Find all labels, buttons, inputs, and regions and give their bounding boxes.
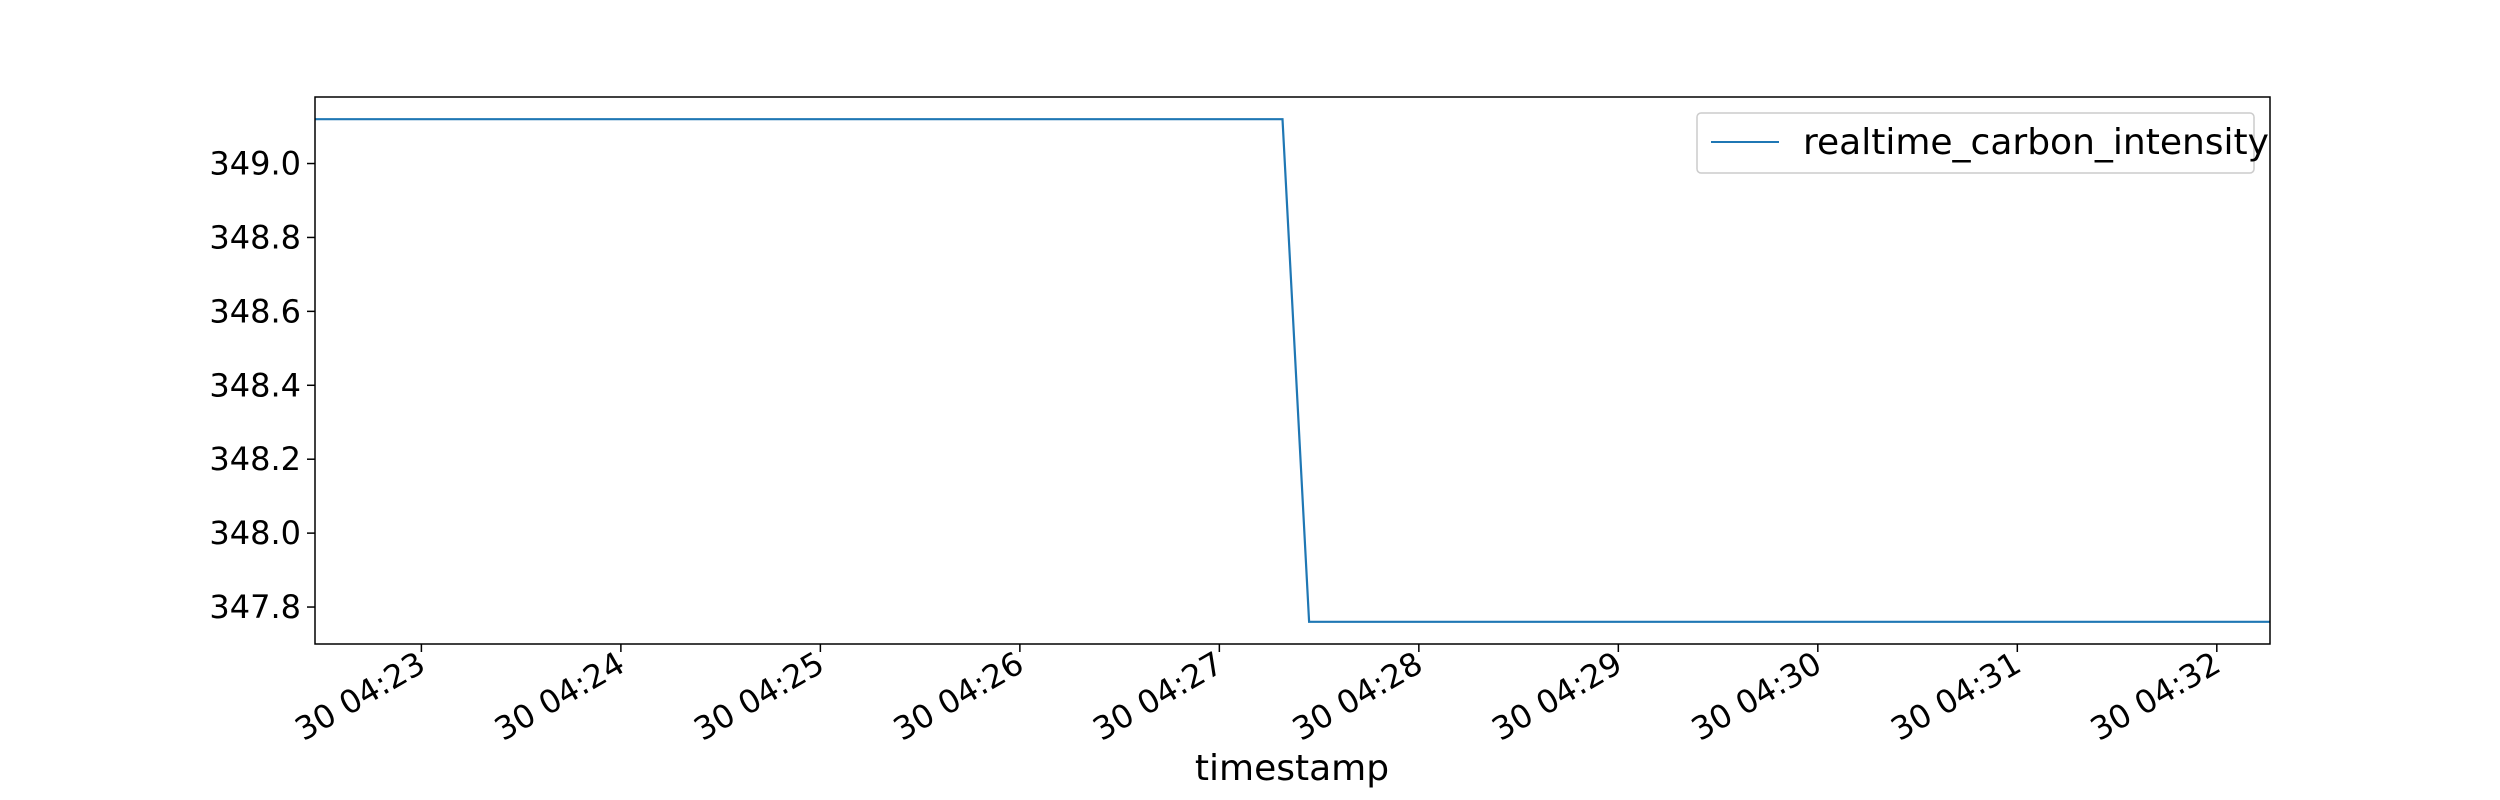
- x-tick-label: 30 04:28: [1286, 644, 1429, 748]
- x-tick-label: 30 04:26: [887, 644, 1030, 748]
- series-layer: [315, 118, 2270, 623]
- y-tick-label: 347.8: [209, 588, 301, 626]
- y-tick-label: 348.0: [209, 514, 301, 552]
- y-axis-ticks: 347.8 348.0 348.2 348.4 348.6 348.8 349.0: [209, 145, 315, 626]
- plot-area-frame: [314, 96, 2271, 645]
- x-tick-label: 30 04:24: [488, 644, 631, 748]
- x-tick-label: 30 04:31: [1884, 644, 2027, 748]
- series-line: [315, 118, 2270, 623]
- y-tick-label: 348.2: [209, 440, 301, 478]
- x-tick-label: 30 04:25: [687, 644, 830, 748]
- y-tick-label: 348.6: [209, 292, 301, 330]
- legend-label: realtime_carbon_intensity: [1803, 122, 2269, 163]
- x-tick-label: 30 04:32: [2084, 644, 2227, 748]
- y-tick-label: 348.8: [209, 218, 301, 256]
- x-tick-label: 30 04:27: [1086, 644, 1229, 748]
- x-axis-ticks: 30 04:23 30 04:24 30 04:25 30 04:26 30 04:27…: [288, 644, 2227, 748]
- y-tick-label: 348.4: [209, 366, 301, 404]
- y-tick-label: 349.0: [209, 145, 301, 183]
- legend-box: [1696, 112, 2255, 174]
- x-tick-label: 30 04:29: [1485, 644, 1628, 748]
- legend: realtime_carbon_intensity: [1696, 112, 2269, 174]
- x-tick-label: 30 04:23: [288, 644, 431, 748]
- x-tick-label: 30 04:30: [1685, 644, 1828, 748]
- x-axis-title: timestamp: [1195, 748, 1389, 789]
